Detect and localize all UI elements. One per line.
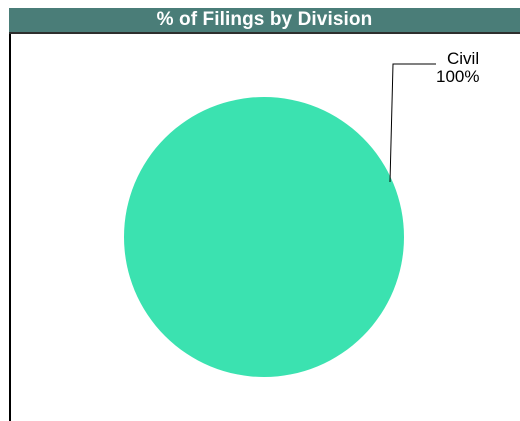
leader-line-civil (389, 63, 436, 183)
slice-percent-civil: 100% (436, 67, 479, 86)
chart-title-bar: % of Filings by Division (9, 8, 520, 34)
chart-title: % of Filings by Division (156, 9, 373, 30)
slice-label-civil: Civil (447, 49, 479, 68)
plot-area (9, 34, 520, 421)
pie-slices (124, 97, 404, 377)
pie-slice-civil (124, 97, 404, 377)
